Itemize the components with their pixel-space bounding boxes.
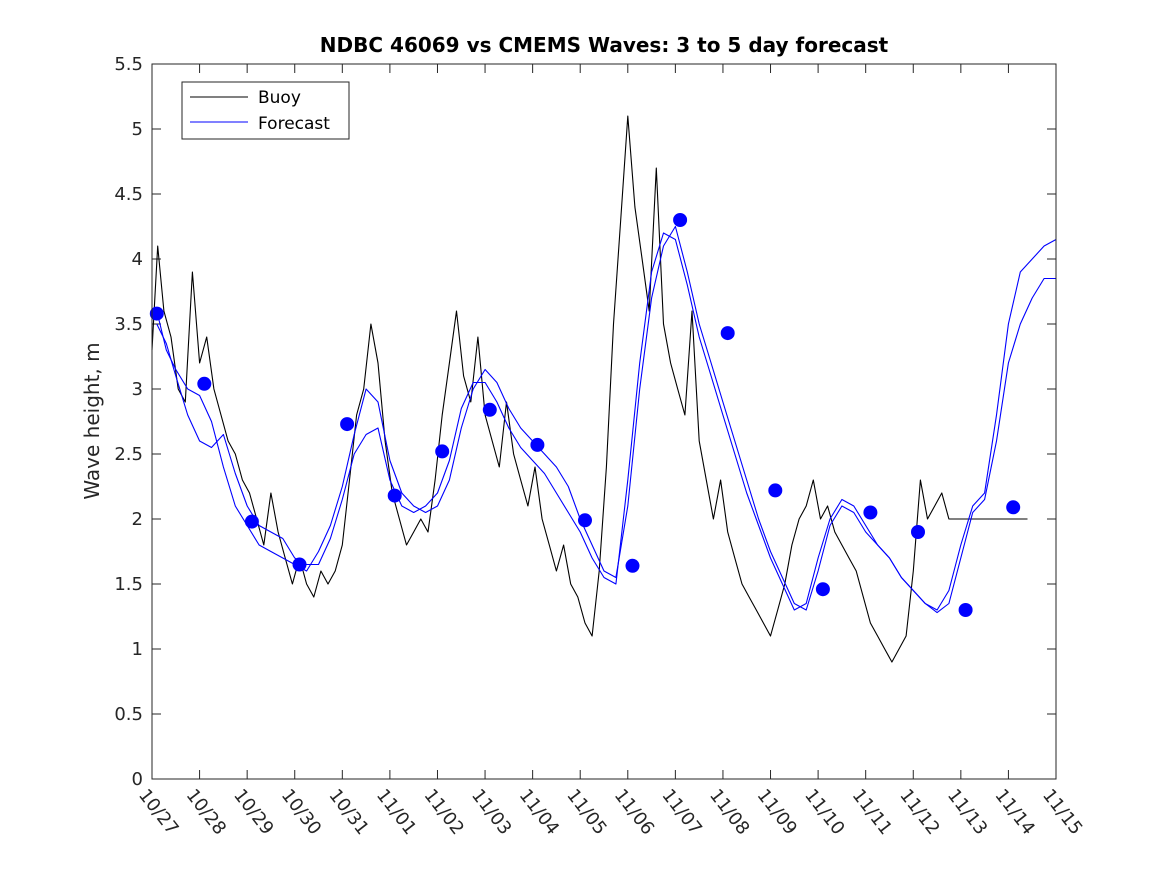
marker-point-2 <box>244 514 259 529</box>
y-tick-label-3: 1.5 <box>114 574 143 595</box>
marker-point-8 <box>530 437 545 452</box>
legend-box <box>181 81 350 140</box>
marker-point-12 <box>720 326 735 341</box>
marker-point-9 <box>578 513 592 528</box>
marker-point-7 <box>482 402 497 417</box>
marker-point-14 <box>815 582 830 597</box>
marker-point-3 <box>292 557 307 572</box>
chart-title: NDBC 46069 vs CMEMS Waves: 3 to 5 day fo… <box>320 33 889 57</box>
y-tick-label-9: 4.5 <box>114 184 143 205</box>
y-tick-labels: 0 0.5 1 1.5 2 2.5 3 3.5 4 4.5 5 5.5 <box>114 54 143 790</box>
plot-area-frame <box>151 63 1057 780</box>
y-tick-label-4: 2 <box>132 509 143 530</box>
marker-point-5 <box>387 488 402 503</box>
y-axis-title: Wave height, m <box>80 342 104 499</box>
y-tick-label-2: 1 <box>132 639 143 660</box>
marker-point-6 <box>435 444 450 459</box>
marker-point-10 <box>625 558 640 573</box>
marker-point-1 <box>197 376 212 391</box>
y-tick-label-7: 3.5 <box>114 314 143 335</box>
y-tick-label-11: 5.5 <box>114 54 143 75</box>
y-tick-label-6: 3 <box>132 379 143 400</box>
legend-label-buoy: Buoy <box>258 88 301 108</box>
marker-point-13 <box>768 483 783 498</box>
marker-point-11 <box>673 213 688 227</box>
series-line-buoy <box>151 115 1028 663</box>
y-tick-label-8: 4 <box>132 249 143 270</box>
legend: Buoy Forecast <box>181 81 350 140</box>
legend-label-forecast: Forecast <box>258 114 330 134</box>
marker-point-17 <box>958 603 973 617</box>
y-tick-label-5: 2.5 <box>114 444 143 465</box>
marker-point-4 <box>340 417 355 432</box>
y-tick-label-0: 0 <box>132 769 143 790</box>
marker-layer <box>149 213 1021 617</box>
marker-point-18 <box>1006 500 1021 515</box>
marker-point-16 <box>911 525 925 539</box>
y-tick-label-10: 5 <box>132 119 143 140</box>
marker-point-15 <box>863 505 878 520</box>
marker-point-0 <box>149 306 164 321</box>
y-tick-label-1: 0.5 <box>114 704 143 725</box>
